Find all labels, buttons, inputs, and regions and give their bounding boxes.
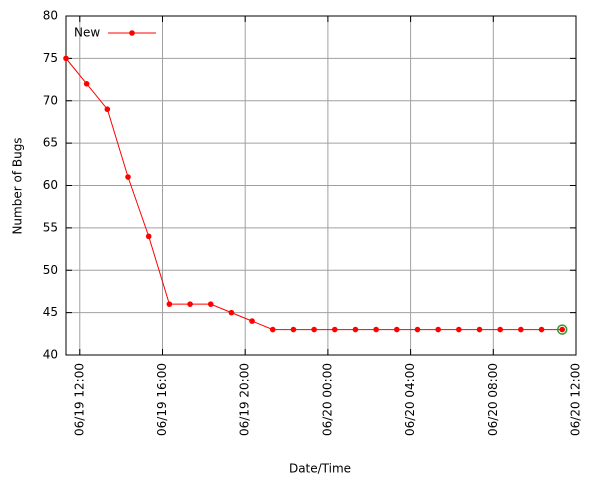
- data-point: [187, 301, 193, 307]
- x-tick-label: 06/20 00:00: [320, 363, 334, 436]
- x-tick-label: 06/19 16:00: [155, 363, 169, 436]
- y-tick-label: 50: [43, 263, 58, 277]
- x-axis-label: Date/Time: [289, 462, 351, 476]
- data-point: [394, 326, 400, 333]
- data-point: [249, 318, 255, 324]
- data-point: [228, 309, 235, 316]
- data-point: [104, 106, 111, 113]
- data-point: [207, 301, 214, 307]
- y-tick-label: 55: [43, 220, 58, 234]
- y-tick-label: 80: [43, 9, 58, 23]
- x-tick-label: 06/20 12:00: [569, 363, 583, 436]
- data-point: [269, 326, 276, 333]
- data-point: [414, 326, 421, 333]
- x-tick-label: 06/20 04:00: [403, 363, 417, 436]
- last-point-highlight: [556, 324, 568, 335]
- data-point: [83, 81, 90, 87]
- data-point: [435, 326, 441, 333]
- series-line: [65, 58, 563, 331]
- data-point: [538, 326, 545, 333]
- data-point: [311, 326, 317, 333]
- legend-label: New: [74, 26, 100, 40]
- data-point: [166, 301, 173, 307]
- data-point: [373, 326, 379, 333]
- y-axis-label: Number of Bugs: [11, 137, 25, 234]
- data-point: [290, 326, 297, 333]
- y-tick-label: 60: [43, 178, 58, 192]
- data-point: [476, 326, 483, 333]
- data-point: [518, 326, 524, 333]
- data-point: [331, 326, 338, 333]
- data-point: [125, 174, 131, 180]
- data-point: [352, 326, 359, 333]
- y-tick-label: 70: [43, 93, 58, 107]
- data-point: [145, 233, 152, 240]
- x-tick-label: 06/19 20:00: [238, 363, 252, 436]
- legend-marker: [129, 30, 135, 36]
- y-tick-label: 40: [43, 348, 58, 362]
- x-tick-label: 06/20 08:00: [486, 363, 500, 436]
- data-point: [497, 326, 503, 333]
- y-tick-label: 65: [43, 136, 58, 150]
- x-tick-label: 06/19 12:00: [72, 363, 86, 436]
- y-tick-label: 75: [43, 51, 58, 65]
- data-point: [456, 326, 462, 333]
- y-tick-label: 45: [43, 305, 58, 319]
- plot-frame: [65, 15, 577, 356]
- data-point: [559, 326, 566, 333]
- data-point: [63, 55, 69, 62]
